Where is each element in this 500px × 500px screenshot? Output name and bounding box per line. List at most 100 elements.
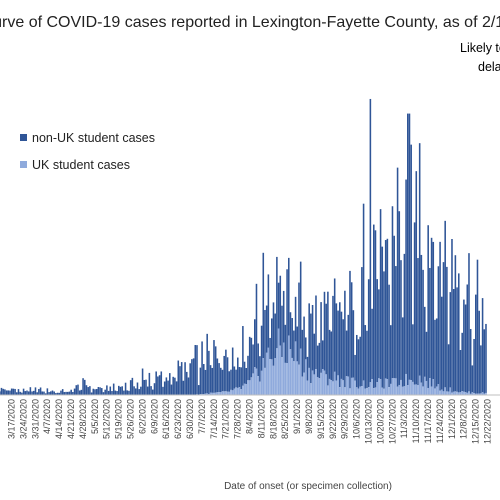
bar-non-uk-student-cases xyxy=(344,290,346,388)
bar-non-uk-student-cases xyxy=(390,325,392,384)
bar-non-uk-student-cases xyxy=(447,344,450,392)
bar-non-uk-student-cases xyxy=(332,295,334,382)
bar-uk-student-cases xyxy=(463,391,465,395)
bar-uk-student-cases xyxy=(466,392,469,395)
bar-uk-student-cases xyxy=(386,379,389,395)
bar-uk-student-cases xyxy=(439,390,441,395)
bar-non-uk-student-cases xyxy=(303,316,305,373)
bar-uk-student-cases xyxy=(424,376,426,395)
bar-uk-student-cases xyxy=(452,391,455,395)
bar-non-uk-student-cases xyxy=(400,260,402,380)
bar-non-uk-student-cases xyxy=(201,341,203,395)
bar-non-uk-student-cases xyxy=(425,331,428,381)
bar-non-uk-student-cases xyxy=(56,392,59,395)
bar-non-uk-student-cases xyxy=(167,380,169,395)
bar-uk-student-cases xyxy=(476,393,479,395)
bar-non-uk-student-cases xyxy=(262,252,265,359)
bar-non-uk-student-cases xyxy=(180,362,183,395)
bar-non-uk-student-cases xyxy=(437,266,440,385)
bar-uk-student-cases xyxy=(480,393,482,395)
bar-non-uk-student-cases xyxy=(163,381,166,395)
bar-non-uk-student-cases xyxy=(203,364,205,395)
bar-uk-student-cases xyxy=(347,376,350,395)
bar-uk-student-cases xyxy=(277,328,280,395)
bar-non-uk-student-cases xyxy=(73,388,76,395)
bar-uk-student-cases xyxy=(485,392,487,395)
bar-non-uk-student-cases xyxy=(371,308,373,380)
bar-uk-student-cases xyxy=(345,376,348,395)
bar-uk-student-cases xyxy=(369,382,372,395)
bar-non-uk-student-cases xyxy=(267,274,270,348)
bar-non-uk-student-cases xyxy=(218,363,220,393)
bar-uk-student-cases xyxy=(384,378,387,395)
bar-uk-student-cases xyxy=(259,381,261,395)
bar-non-uk-student-cases xyxy=(478,310,480,394)
bar-non-uk-student-cases xyxy=(464,304,467,393)
x-tick-label: 9/1/2020 xyxy=(292,399,302,434)
bar-non-uk-student-cases xyxy=(476,259,479,394)
bar-non-uk-student-cases xyxy=(381,246,384,388)
bar-non-uk-student-cases xyxy=(70,389,72,395)
bar-non-uk-student-cases xyxy=(221,369,224,392)
x-tick-label: 5/5/2020 xyxy=(90,399,100,434)
bar-non-uk-student-cases xyxy=(63,392,66,395)
bar-uk-student-cases xyxy=(269,359,271,395)
bar-non-uk-student-cases xyxy=(67,391,69,395)
bar-non-uk-student-cases xyxy=(31,391,33,395)
bar-uk-student-cases xyxy=(306,380,309,395)
bar-non-uk-student-cases xyxy=(128,390,130,395)
bar-non-uk-student-cases xyxy=(323,291,326,371)
bar-non-uk-student-cases xyxy=(107,390,110,395)
bar-non-uk-student-cases xyxy=(469,329,472,394)
bar-non-uk-student-cases xyxy=(310,313,312,384)
bar-non-uk-student-cases xyxy=(109,386,112,395)
bar-uk-student-cases xyxy=(340,378,343,395)
bar-non-uk-student-cases xyxy=(172,376,174,395)
bar-non-uk-student-cases xyxy=(43,391,45,395)
bar-non-uk-student-cases xyxy=(293,330,295,362)
x-tick-label: 4/21/2020 xyxy=(66,399,76,439)
bar-uk-student-cases xyxy=(434,388,436,395)
bar-uk-student-cases xyxy=(282,342,285,395)
bar-non-uk-student-cases xyxy=(228,371,231,392)
x-tick-label: 11/10/2020 xyxy=(411,399,421,443)
bar-non-uk-student-cases xyxy=(133,386,135,395)
bar-non-uk-student-cases xyxy=(264,309,266,368)
bar-non-uk-student-cases xyxy=(335,303,338,381)
bar-uk-student-cases xyxy=(430,386,433,395)
bar-uk-student-cases xyxy=(284,362,287,395)
bar-non-uk-student-cases xyxy=(78,390,81,395)
bar-non-uk-student-cases xyxy=(111,391,113,395)
bar-non-uk-student-cases xyxy=(34,387,37,395)
bar-non-uk-student-cases xyxy=(51,390,54,395)
bar-uk-student-cases xyxy=(318,378,321,395)
bar-uk-student-cases xyxy=(379,379,382,395)
bar-non-uk-student-cases xyxy=(146,386,149,395)
bar-non-uk-student-cases xyxy=(153,383,156,395)
bar-non-uk-student-cases xyxy=(289,312,292,350)
bar-non-uk-student-cases xyxy=(296,326,299,362)
bar-non-uk-student-cases xyxy=(240,367,242,390)
bar-non-uk-student-cases xyxy=(196,345,198,395)
bar-uk-student-cases xyxy=(305,359,307,395)
bar-uk-student-cases xyxy=(381,387,384,395)
x-tick-label: 4/14/2020 xyxy=(54,399,64,439)
bar-non-uk-student-cases xyxy=(77,384,79,395)
bar-non-uk-student-cases xyxy=(408,113,411,380)
bar-uk-student-cases xyxy=(441,389,443,395)
x-tick-label: 9/8/2020 xyxy=(304,399,314,434)
bar-uk-student-cases xyxy=(342,380,344,395)
bar-non-uk-student-cases xyxy=(197,385,200,395)
bar-non-uk-student-cases xyxy=(104,389,106,395)
x-tick-label: 9/15/2020 xyxy=(316,399,326,439)
bar-non-uk-student-cases xyxy=(466,284,469,393)
bar-uk-student-cases xyxy=(449,387,452,395)
legend: non-UK student cases UK student cases xyxy=(20,131,155,172)
bar-non-uk-student-cases xyxy=(135,388,137,395)
bar-non-uk-student-cases xyxy=(53,391,55,395)
bar-non-uk-student-cases xyxy=(48,392,50,395)
bar-non-uk-student-cases xyxy=(330,331,333,381)
bar-non-uk-student-cases xyxy=(36,392,38,395)
bar-non-uk-student-cases xyxy=(152,389,154,395)
bar-non-uk-student-cases xyxy=(182,380,185,395)
